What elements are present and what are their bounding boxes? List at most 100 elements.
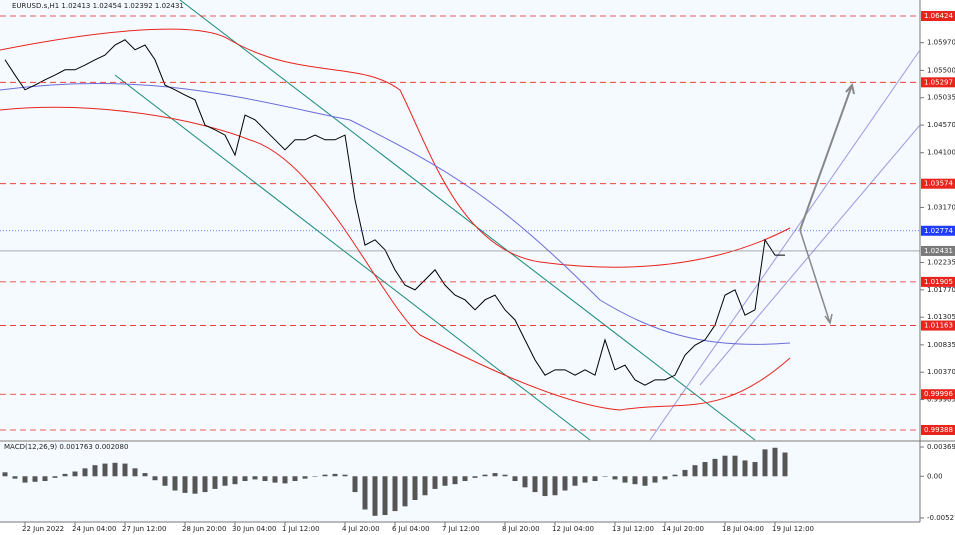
macd-bar [522, 476, 528, 488]
macd-bar [762, 449, 768, 477]
arrow [799, 229, 833, 325]
macd-bar [372, 476, 378, 516]
macd-bar [582, 476, 588, 483]
macd-bar [312, 476, 318, 477]
macd-bar [222, 476, 228, 486]
x-tick-label: 24 Jun 04:00 [72, 525, 116, 533]
chart-title: EURUSD.s,H1 1.02413 1.02454 1.02392 1.02… [12, 2, 184, 10]
price-line [4, 39, 785, 386]
channel-line [699, 124, 921, 386]
macd-bar [432, 476, 438, 489]
macd-bar [242, 476, 248, 482]
macd-bar [692, 465, 698, 477]
macd-bar [562, 476, 568, 491]
macd-bar [672, 474, 678, 477]
macd-bar [472, 476, 478, 478]
macd-bar [722, 455, 728, 477]
macd-bar [72, 471, 78, 477]
macd-bar [232, 476, 238, 485]
macd-bar [552, 476, 558, 496]
y-tick-label: 1.04100 [927, 149, 955, 157]
moving-average [0, 82, 791, 345]
macd-bar [452, 476, 458, 485]
arrow [799, 82, 855, 231]
macd-bar [52, 476, 58, 478]
x-tick-label: 6 Jul 04:00 [392, 525, 430, 533]
macd-title: MACD(12,26,9) 0.001763 0.002080 [4, 443, 128, 451]
x-tick-label: 12 Jul 04:00 [552, 525, 594, 533]
macd-bar [32, 476, 38, 482]
level-label-box [921, 178, 955, 189]
macd-bar [682, 469, 688, 477]
macd-bar [402, 476, 408, 507]
macd-bar [352, 476, 358, 493]
macd-bar [382, 476, 388, 516]
x-tick-label: 19 Jul 12:00 [772, 525, 814, 533]
macd-pane [0, 442, 920, 522]
level-label-box [921, 276, 955, 287]
macd-bar [392, 476, 398, 512]
level-label: 0.99996 [924, 390, 953, 398]
macd-bar [502, 474, 508, 477]
macd-bar [612, 476, 618, 480]
macd-bar [42, 476, 48, 482]
y-tick-label: 1.01305 [927, 313, 955, 321]
y-tick-label: 0.00 [927, 472, 943, 480]
macd-bar [262, 476, 268, 482]
x-tick-label: 7 Jul 12:00 [442, 525, 480, 533]
level-label-box [921, 77, 955, 88]
y-tick-label: 1.05500 [927, 66, 955, 74]
x-tick-label: 13 Jul 12:00 [612, 525, 654, 533]
macd-bar [282, 476, 288, 484]
macd-bar [302, 476, 308, 479]
x-tick-label: 1 Jul 12:00 [282, 525, 320, 533]
y-tick-label: 0.003696 [927, 443, 955, 451]
macd-bar [492, 473, 498, 477]
macd-bar [442, 476, 448, 486]
x-tick-label: 4 Jul 20:00 [342, 525, 380, 533]
macd-bar [422, 476, 428, 496]
macd-bar [332, 473, 338, 477]
price-pane [0, 0, 920, 440]
macd-bar [602, 476, 608, 477]
macd-bar [512, 476, 518, 482]
y-tick-label: 1.00370 [927, 368, 955, 376]
macd-bar [112, 462, 118, 477]
price-label-box [921, 225, 955, 236]
level-label: 1.05297 [924, 78, 953, 86]
y-tick-label: 1.01770 [927, 286, 955, 294]
level-label: 1.03574 [924, 180, 953, 188]
macd-bar [12, 476, 18, 479]
macd-bar [592, 476, 598, 482]
macd-bar [322, 474, 328, 477]
macd-bar [772, 447, 778, 477]
macd-bar [62, 473, 68, 477]
y-tick-label: 1.02235 [927, 258, 955, 266]
x-tick-label: 27 Jun 12:00 [122, 525, 166, 533]
macd-bar [532, 476, 538, 493]
macd-bar [702, 462, 708, 477]
macd-bar [272, 476, 278, 483]
macd-bar [542, 476, 548, 497]
macd-bar [292, 476, 298, 482]
macd-bar [252, 476, 258, 480]
macd-bar [22, 476, 28, 483]
level-label-box [921, 320, 955, 331]
macd-bar [122, 463, 128, 477]
macd-bar [782, 452, 788, 477]
channel-line [649, 49, 921, 441]
channel-line [114, 74, 591, 441]
macd-bar [642, 476, 648, 486]
price-label: 1.02431 [924, 247, 953, 255]
level-label-box [921, 424, 955, 435]
macd-bar [2, 472, 8, 477]
channel-line [179, 0, 756, 441]
x-tick-label: 28 Jun 20:00 [182, 525, 226, 533]
macd-bar [662, 476, 668, 480]
level-label: 0.99388 [924, 426, 953, 434]
price-label-box [921, 245, 955, 256]
macd-bar [362, 476, 368, 510]
y-tick-label: -0.00527 [927, 514, 955, 522]
y-tick-label: 0.99905 [927, 396, 955, 404]
